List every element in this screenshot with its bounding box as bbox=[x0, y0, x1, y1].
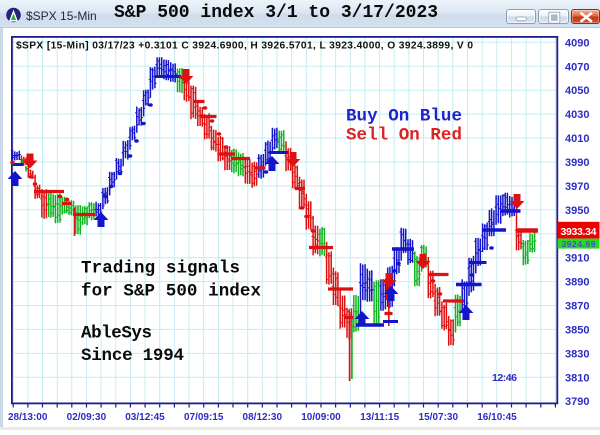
svg-text:02/09:30: 02/09:30 bbox=[67, 412, 107, 423]
svg-text:10/09:00: 10/09:00 bbox=[301, 412, 341, 423]
svg-text:28/13:00: 28/13:00 bbox=[8, 412, 48, 423]
svg-text:3810: 3810 bbox=[565, 372, 589, 384]
svg-text:for S&P 500 index: for S&P 500 index bbox=[81, 282, 261, 302]
svg-text:4010: 4010 bbox=[565, 133, 589, 145]
svg-text:15/07:30: 15/07:30 bbox=[419, 412, 459, 423]
svg-text:3790: 3790 bbox=[565, 396, 589, 408]
svg-text:3933.34: 3933.34 bbox=[561, 226, 597, 238]
svg-text:4030: 4030 bbox=[565, 109, 589, 121]
svg-text:3970: 3970 bbox=[565, 181, 589, 193]
svg-text:3924.69: 3924.69 bbox=[562, 239, 596, 249]
svg-text:Buy On Blue: Buy On Blue bbox=[346, 107, 462, 127]
svg-text:3830: 3830 bbox=[565, 348, 589, 360]
svg-text:3850: 3850 bbox=[565, 324, 589, 336]
svg-text:16/10:45: 16/10:45 bbox=[477, 412, 517, 423]
svg-text:3950: 3950 bbox=[565, 205, 589, 217]
svg-text:4050: 4050 bbox=[565, 85, 589, 97]
svg-text:3990: 3990 bbox=[565, 157, 589, 169]
svg-text:12:46: 12:46 bbox=[492, 372, 517, 384]
svg-text:13/11:15: 13/11:15 bbox=[360, 412, 399, 423]
svg-text:Sell On Red: Sell On Red bbox=[346, 126, 462, 146]
svg-text:Trading signals: Trading signals bbox=[81, 259, 240, 279]
svg-text:4070: 4070 bbox=[565, 61, 589, 73]
svg-text:03/12:45: 03/12:45 bbox=[125, 412, 165, 423]
svg-text:4090: 4090 bbox=[565, 37, 589, 49]
svg-text:3870: 3870 bbox=[565, 301, 589, 313]
svg-text:3890: 3890 bbox=[565, 277, 589, 289]
svg-text:$SPX [15-Min] 03/17/23 +0.3101: $SPX [15-Min] 03/17/23 +0.3101 C 3924.69… bbox=[16, 41, 473, 52]
svg-text:AbleSys: AbleSys bbox=[81, 324, 152, 344]
svg-text:08/12:30: 08/12:30 bbox=[243, 412, 283, 423]
svg-text:3910: 3910 bbox=[565, 253, 589, 265]
svg-text:07/09:15: 07/09:15 bbox=[184, 412, 224, 423]
svg-text:Since 1994: Since 1994 bbox=[81, 346, 184, 366]
